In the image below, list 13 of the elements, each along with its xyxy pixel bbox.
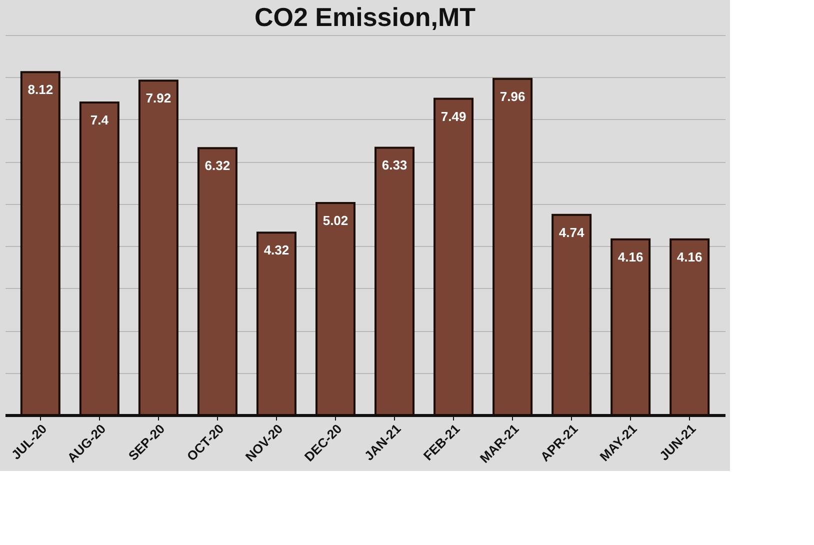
data-label: 4.16 <box>676 249 702 264</box>
data-label: 4.32 <box>264 242 290 258</box>
data-label: 8.12 <box>28 82 54 98</box>
data-label: 6.33 <box>382 158 408 173</box>
data-label: 7.96 <box>500 88 526 104</box>
data-label: 5.02 <box>322 213 348 228</box>
data-label: 7.4 <box>90 112 110 128</box>
data-label: 6.32 <box>204 158 230 174</box>
data-label: 7.49 <box>440 108 466 124</box>
data-label: 4.16 <box>618 249 644 264</box>
data-label: 4.74 <box>558 224 585 240</box>
data-label: 7.92 <box>146 90 172 106</box>
chart-title: CO2 Emission,MT <box>254 2 476 32</box>
